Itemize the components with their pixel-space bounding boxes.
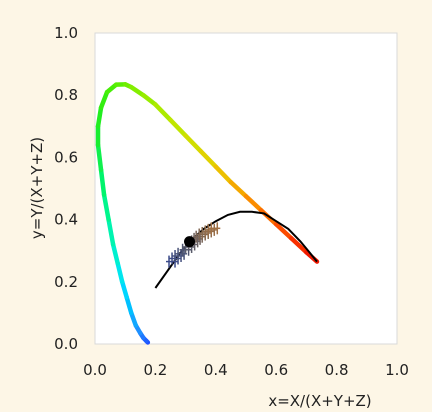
spectral-locus-segment (101, 170, 104, 195)
y-tick-label: 0.0 (54, 335, 78, 353)
spectral-locus-segment (98, 145, 101, 170)
x-tick-label: 0.6 (264, 361, 288, 379)
spectral-locus-segment (98, 108, 101, 127)
y-tick-label: 0.4 (54, 211, 78, 229)
x-tick-label: 0.0 (83, 361, 107, 379)
y-tick-label: 0.8 (54, 86, 78, 104)
x-tick-label: 1.0 (385, 361, 409, 379)
x-tick-label: 0.8 (325, 361, 349, 379)
x-tick-label: 0.2 (143, 361, 167, 379)
y-tick-label: 0.2 (54, 273, 78, 291)
x-axis-label: x=X/(X+Y+Z) (268, 392, 371, 408)
x-tick-label: 0.4 (204, 361, 228, 379)
y-tick-label: 0.6 (54, 148, 78, 166)
plot-area (95, 33, 397, 344)
white-point-dot (184, 236, 195, 247)
y-axis-label: y=Y/(X+Y+Z) (28, 137, 46, 239)
y-tick-label: 1.0 (54, 24, 78, 42)
